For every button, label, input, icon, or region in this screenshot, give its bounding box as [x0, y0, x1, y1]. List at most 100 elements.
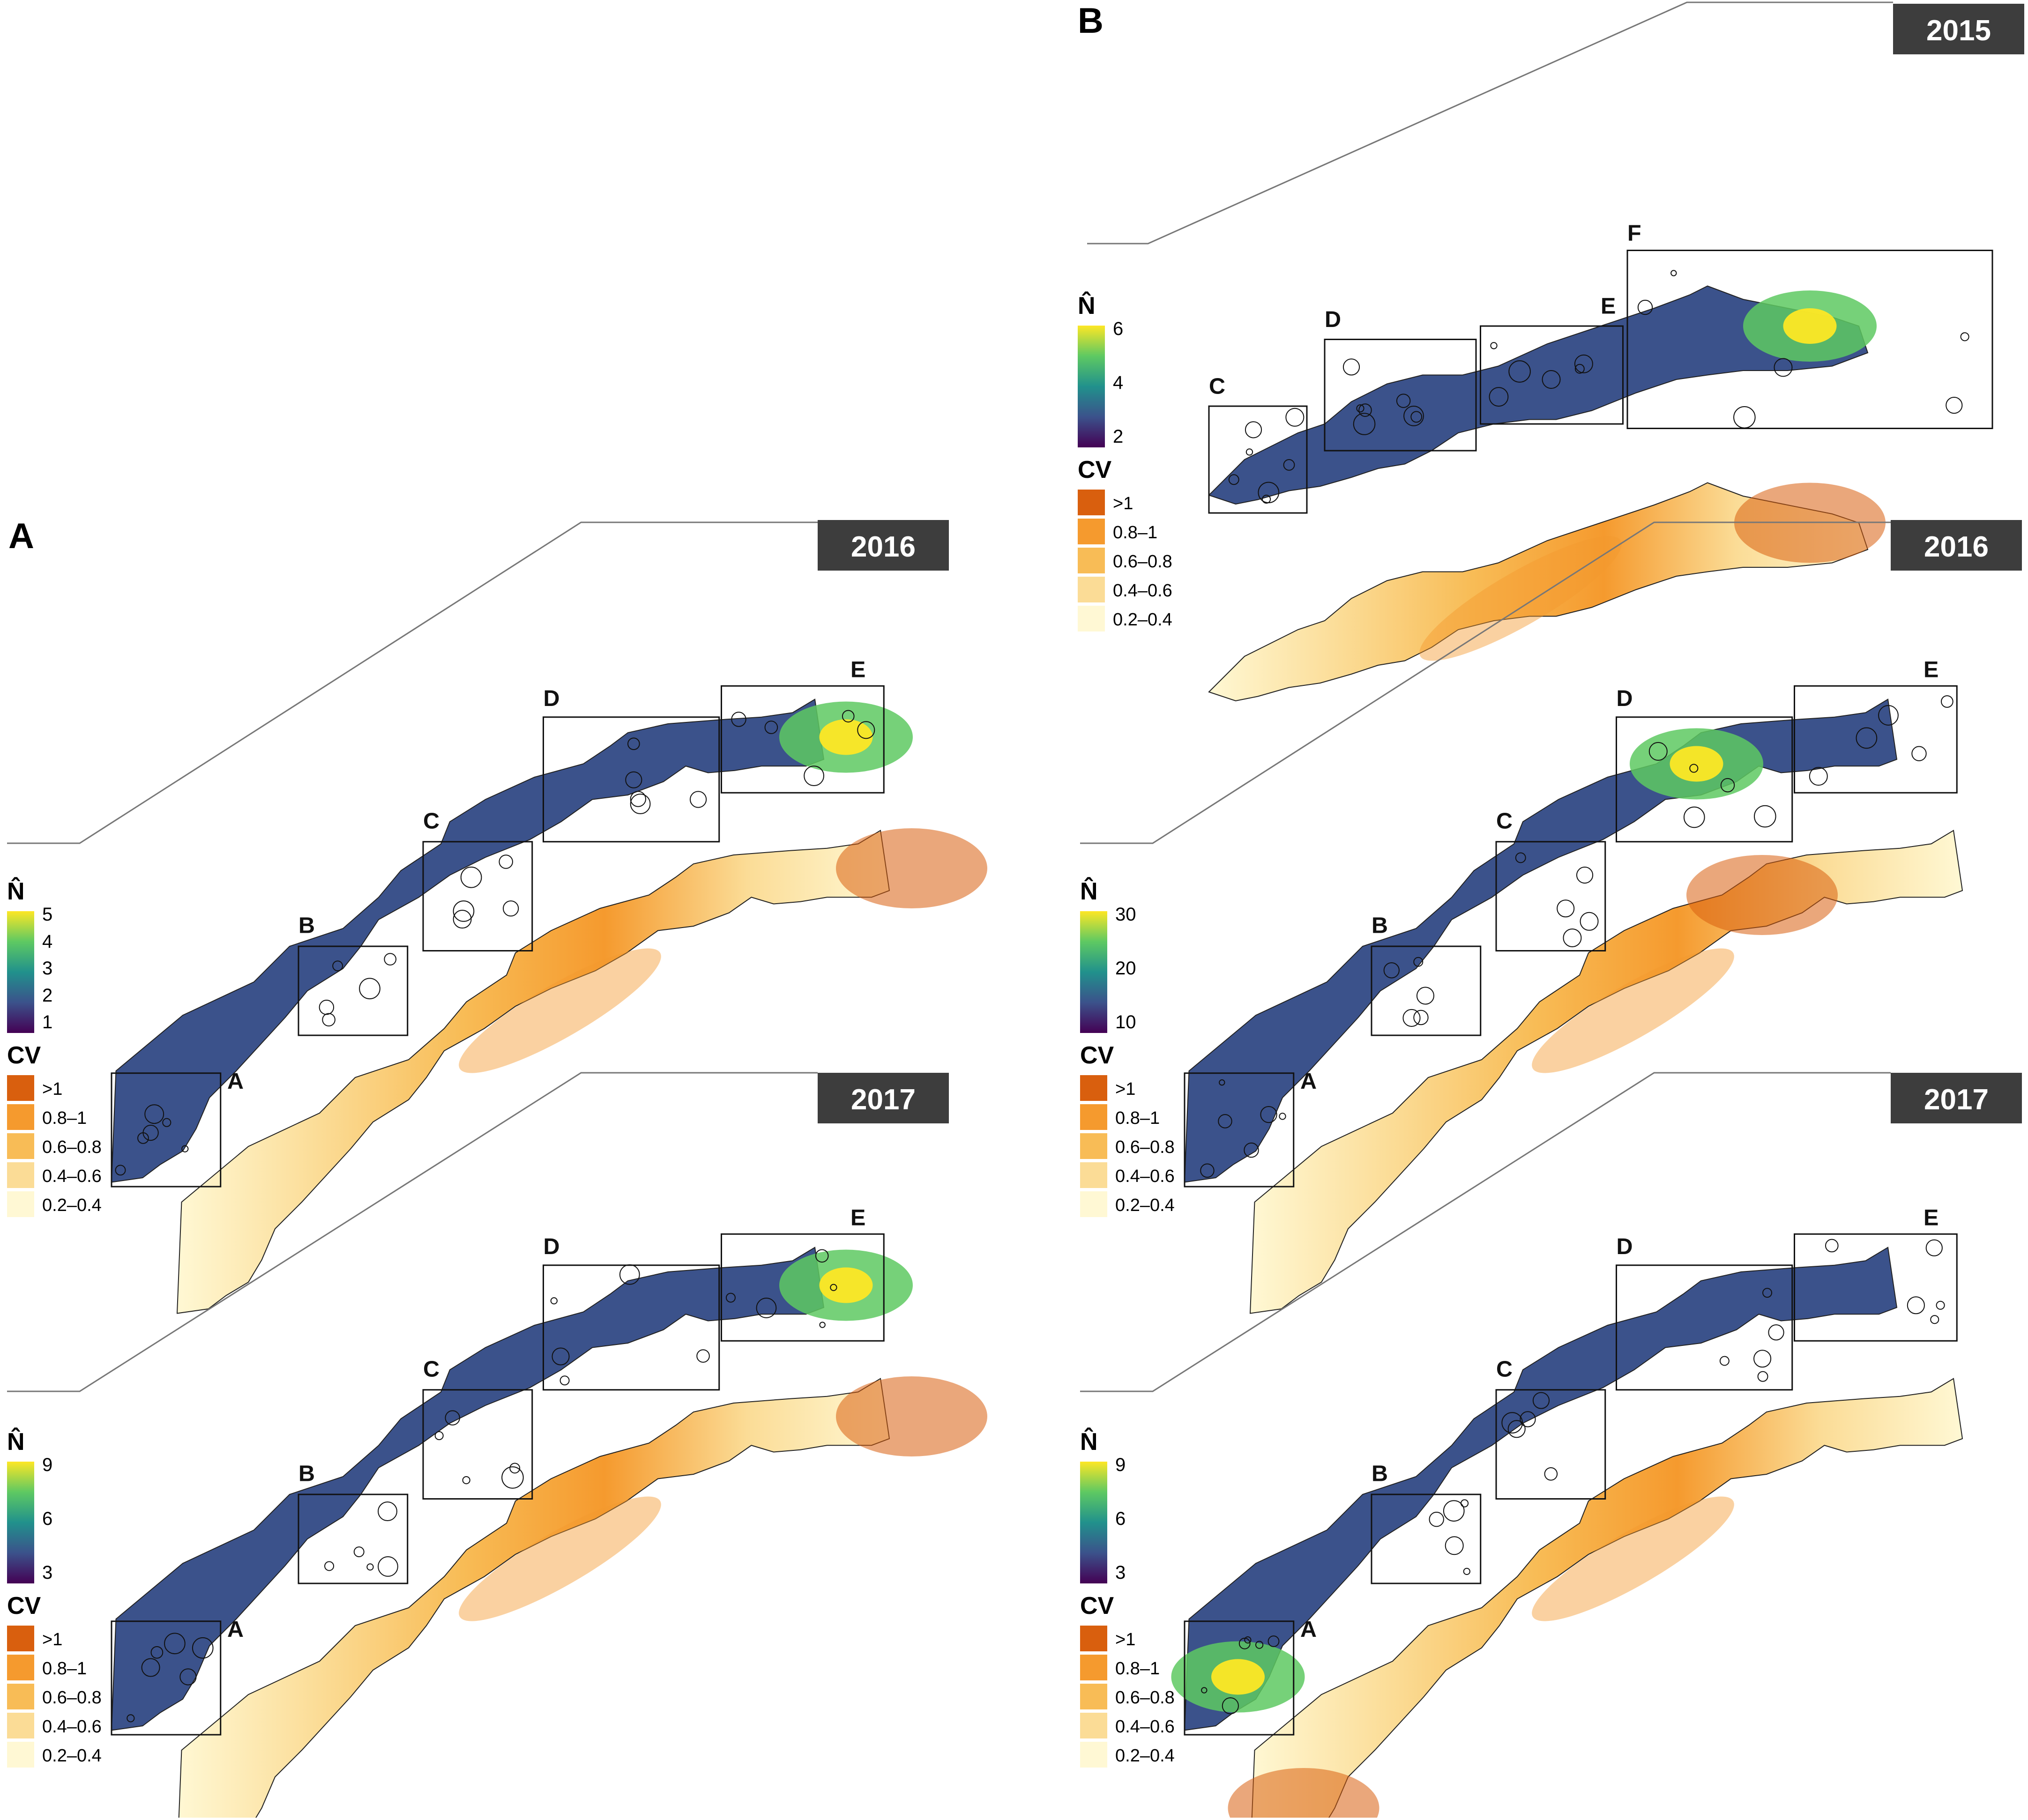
survey-point	[725, 1293, 736, 1303]
cv-map	[1228, 1378, 1963, 1820]
year-label: 2017	[1924, 1084, 1989, 1116]
survey-point	[1930, 1315, 1939, 1324]
nhat-colorbar	[7, 1462, 34, 1583]
nhat-tick: 6	[1113, 319, 1123, 339]
survey-point	[1520, 1411, 1536, 1427]
region-label-C: C	[1496, 808, 1513, 833]
survey-point	[162, 1118, 171, 1127]
survey-point	[1542, 370, 1561, 389]
cv-map	[1208, 482, 1886, 702]
cv-coastline	[1208, 482, 1869, 702]
survey-point	[1878, 705, 1899, 726]
cv-class-label: 0.8–1	[1113, 523, 1157, 542]
region-box-C	[1495, 1389, 1606, 1500]
cv-swatch	[1080, 1104, 1107, 1130]
survey-point	[1940, 695, 1953, 708]
nhat-legend-title: N̂	[7, 877, 25, 905]
cv-swatch	[7, 1162, 34, 1188]
survey-point	[1757, 1371, 1768, 1382]
survey-point	[550, 1297, 558, 1305]
survey-point	[1353, 413, 1376, 435]
survey-point	[1563, 928, 1582, 947]
nhat-coastline	[1184, 698, 1898, 1183]
cv-coastline	[178, 1378, 890, 1820]
year-badge: 2017	[1891, 1073, 2022, 1123]
cv-swatch	[1078, 519, 1105, 544]
cv-swatch	[7, 1191, 34, 1217]
region-box-C	[1208, 405, 1308, 514]
survey-point	[1507, 1420, 1526, 1438]
region-label-D: D	[1617, 1234, 1633, 1259]
survey-point	[1946, 396, 1963, 414]
nhat-tick: 30	[1115, 904, 1136, 925]
survey-point	[1489, 387, 1509, 407]
cv-class-label: 0.2–0.4	[42, 1196, 102, 1215]
survey-point	[559, 1375, 570, 1386]
survey-point	[502, 900, 519, 917]
region-label-C: C	[423, 1356, 440, 1382]
survey-point	[150, 1646, 164, 1659]
cv-legend-title: CV	[1078, 456, 1112, 483]
nhat-coastline	[111, 698, 825, 1183]
nhat-map: A B C D E	[111, 1205, 913, 1736]
cv-class-label: >1	[1113, 494, 1133, 513]
survey-point	[1285, 408, 1305, 427]
region-label-D: D	[544, 1234, 560, 1259]
region-label-C: C	[1209, 373, 1225, 399]
nhat-tick: 6	[42, 1508, 52, 1529]
survey-point	[127, 1714, 135, 1723]
cv-swatch	[1078, 490, 1105, 515]
survey-point	[819, 1322, 826, 1328]
region-box-E	[1793, 1233, 1958, 1342]
panel-label-A: A	[8, 516, 34, 556]
region-box-E	[1479, 325, 1624, 425]
cv-swatch	[1080, 1626, 1107, 1651]
survey-point	[756, 1298, 777, 1318]
survey-point	[1238, 1637, 1251, 1649]
cv-swatch	[7, 1684, 34, 1709]
survey-point	[1383, 962, 1400, 979]
survey-point	[1670, 270, 1677, 276]
region-guide-line	[1080, 1072, 1891, 1392]
cv-swatch	[1080, 1075, 1107, 1101]
cv-coastline	[1249, 830, 1963, 1314]
survey-point	[630, 791, 647, 807]
survey-point	[1532, 1392, 1550, 1409]
year-badge: 2017	[818, 1073, 949, 1123]
survey-point	[1774, 358, 1793, 377]
survey-point	[1429, 1511, 1444, 1527]
survey-point	[1356, 404, 1364, 413]
cv-class-label: 0.4–0.6	[42, 1717, 102, 1737]
survey-point	[192, 1637, 214, 1659]
nhat-coastline	[111, 1247, 825, 1731]
survey-point	[552, 1347, 570, 1366]
panel-label-B: B	[1078, 1, 1103, 41]
survey-point	[1768, 1324, 1784, 1341]
survey-point	[731, 712, 746, 727]
cv-coastline	[176, 830, 890, 1314]
nhat-colorbar	[7, 911, 34, 1033]
survey-point	[1809, 767, 1828, 786]
region-label-D: D	[1617, 686, 1633, 711]
survey-point	[332, 960, 343, 972]
cv-hotspot	[836, 828, 987, 908]
region-box-D	[1615, 716, 1793, 843]
nhat-tick: 9	[42, 1455, 52, 1475]
survey-point	[453, 910, 472, 929]
survey-point	[1222, 1697, 1239, 1715]
survey-point	[764, 721, 778, 734]
region-box-F	[1626, 249, 1993, 430]
cv-swatch	[1080, 1133, 1107, 1159]
survey-point	[804, 765, 825, 787]
survey-point	[322, 1013, 336, 1027]
cv-class-label: 0.4–0.6	[1115, 1717, 1175, 1737]
region-box-C	[422, 1389, 533, 1500]
survey-point	[1228, 474, 1239, 485]
region-box-B	[1371, 1493, 1482, 1584]
region-label-C: C	[423, 808, 440, 833]
survey-point	[1720, 778, 1735, 793]
survey-point	[1200, 1163, 1215, 1178]
region-box-D	[542, 716, 720, 843]
year-badge: 2016	[818, 520, 949, 571]
